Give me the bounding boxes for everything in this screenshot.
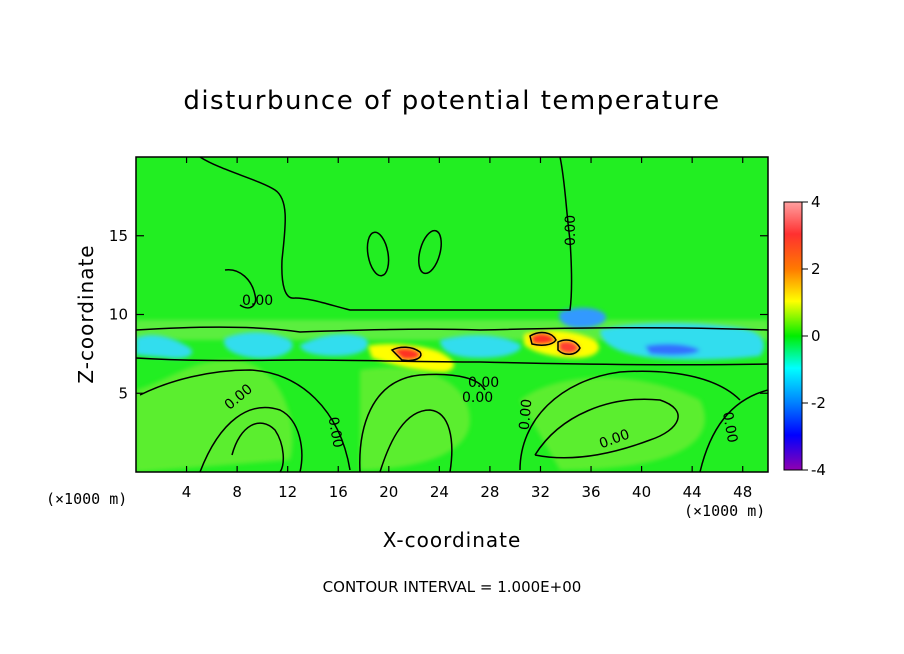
x-tick-label: 48 [733,483,752,501]
contour-upper-left-small [224,269,257,309]
contour-warm-3 [557,339,581,355]
contour-warm-1 [390,346,422,362]
cyan-patch-4 [440,335,521,358]
contour-label: 0.00 [517,398,536,430]
heatmap-field: 0.00 0.00 0.00 0.00 0.00 0.00 0.00 0.00 … [136,157,768,472]
blue-patch-2 [645,343,700,356]
colorbar-tick-label: -4 [811,461,826,479]
x-axis-ticks: 4 8 12 16 20 24 28 32 36 40 44 48 [182,157,752,501]
contour-lower-6 [519,370,741,471]
contour-lower-5 [379,409,453,472]
x-tick-label: 12 [278,483,297,501]
x-tick-label: 20 [379,483,398,501]
x-tick-label: 44 [683,483,702,501]
x-axis-label-text: X-coordinate [382,528,522,552]
y-axis-ticks: 5 10 15 [109,227,768,402]
lobe-lower-left [136,360,293,472]
contour-lower-3 [231,422,285,472]
red-patch-3 [558,340,580,355]
cyan-patch-1 [136,335,193,359]
cyan-patch-5 [600,323,764,360]
contour-label: 0.00 [563,215,579,246]
colorbar-tick-label: -2 [811,394,826,412]
y-tick-label: 15 [109,227,128,245]
colorbar-tick-label: 2 [811,260,821,278]
x-tick-label: 4 [182,483,192,501]
contour-label: 0.00 [462,390,493,406]
contour-warm-2 [529,331,557,346]
x-tick-label: 8 [232,483,242,501]
lobe-lower-mid [360,367,470,470]
contour-lower-8 [699,389,768,472]
contour-upper-left [199,157,296,299]
x-axis-label: X-coordinate [0,528,904,552]
x-tick-label: 16 [329,483,348,501]
contour-lower-7 [534,398,679,459]
y-tick-label: 10 [109,306,128,324]
cyan-patch-3 [300,334,369,356]
contour-lower-1 [139,369,351,471]
contour-label: 0.00 [468,375,499,391]
colorbar-tick-label: 0 [811,327,821,345]
contour-band-top [136,326,768,333]
red-patch-2 [530,332,556,346]
chart-title: disturbunce of potential temperature [183,86,721,116]
contour-interval-note: CONTOUR INTERVAL = 1.000E+00 [322,578,582,596]
contour-oval-2 [418,229,442,275]
colorbar-tick-label: 4 [811,193,821,211]
contour-lines [136,157,768,472]
contour-lower-2 [199,406,303,472]
x-tick-label: 28 [480,483,499,501]
x-tick-label: 32 [531,483,550,501]
y-tick-label: 5 [118,384,128,402]
contour-lower-4 [359,373,486,472]
blue-patch-1 [559,307,607,328]
y-axis-unit: (×1000 m) [46,490,128,508]
x-tick-label: 36 [581,483,600,501]
x-tick-label: 40 [632,483,651,501]
colorbar-ticks: 4 2 0 -2 -4 [802,193,826,479]
contour-oval-1 [366,231,390,277]
contour-label: 0.00 [242,293,273,309]
contour-label: 0.00 [719,411,740,444]
cyan-patch-2 [224,332,293,359]
contour-band-bottom [136,357,768,366]
contour-label: 0.00 [325,416,346,449]
x-tick-label: 24 [430,483,449,501]
x-axis-unit: (×1000 m) [684,502,766,520]
colorbar [783,201,803,471]
contour-upper-mid [294,157,573,311]
